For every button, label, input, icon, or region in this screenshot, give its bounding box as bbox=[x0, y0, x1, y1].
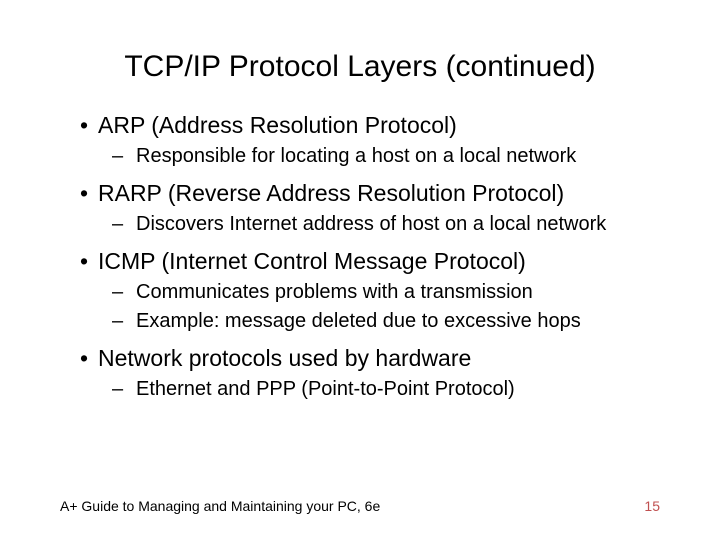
bullet-dot-icon: • bbox=[70, 180, 98, 207]
bullet-level2: – Discovers Internet address of host on … bbox=[112, 213, 660, 236]
sub-bullet-text: Communicates problems with a transmissio… bbox=[136, 281, 533, 304]
dash-icon: – bbox=[112, 310, 136, 333]
page-number: 15 bbox=[644, 498, 660, 514]
bullet-level2: – Ethernet and PPP (Point-to-Point Proto… bbox=[112, 378, 660, 401]
bullet-level1: • ARP (Address Resolution Protocol) bbox=[70, 112, 660, 139]
bullet-level2: – Example: message deleted due to excess… bbox=[112, 310, 660, 333]
bullet-group: • ARP (Address Resolution Protocol) – Re… bbox=[70, 112, 660, 168]
footer-text: A+ Guide to Managing and Maintaining you… bbox=[60, 498, 380, 514]
content-area: • ARP (Address Resolution Protocol) – Re… bbox=[60, 112, 660, 401]
bullet-text: Network protocols used by hardware bbox=[98, 345, 471, 372]
slide: TCP/IP Protocol Layers (continued) • ARP… bbox=[0, 0, 720, 540]
bullet-dot-icon: • bbox=[70, 112, 98, 139]
sub-bullet-text: Ethernet and PPP (Point-to-Point Protoco… bbox=[136, 378, 515, 401]
footer: A+ Guide to Managing and Maintaining you… bbox=[60, 498, 660, 514]
bullet-group: • ICMP (Internet Control Message Protoco… bbox=[70, 248, 660, 333]
dash-icon: – bbox=[112, 213, 136, 236]
bullet-dot-icon: • bbox=[70, 248, 98, 275]
bullet-level1: • ICMP (Internet Control Message Protoco… bbox=[70, 248, 660, 275]
sub-bullet-text: Discovers Internet address of host on a … bbox=[136, 213, 606, 236]
bullet-level2: – Responsible for locating a host on a l… bbox=[112, 145, 660, 168]
bullet-group: • RARP (Reverse Address Resolution Proto… bbox=[70, 180, 660, 236]
dash-icon: – bbox=[112, 378, 136, 401]
bullet-level1: • Network protocols used by hardware bbox=[70, 345, 660, 372]
dash-icon: – bbox=[112, 145, 136, 168]
bullet-dot-icon: • bbox=[70, 345, 98, 372]
slide-title: TCP/IP Protocol Layers (continued) bbox=[60, 50, 660, 84]
bullet-text: ICMP (Internet Control Message Protocol) bbox=[98, 248, 526, 275]
sub-bullet-text: Responsible for locating a host on a loc… bbox=[136, 145, 576, 168]
bullet-level1: • RARP (Reverse Address Resolution Proto… bbox=[70, 180, 660, 207]
dash-icon: – bbox=[112, 281, 136, 304]
sub-bullet-text: Example: message deleted due to excessiv… bbox=[136, 310, 581, 333]
bullet-text: ARP (Address Resolution Protocol) bbox=[98, 112, 457, 139]
bullet-group: • Network protocols used by hardware – E… bbox=[70, 345, 660, 401]
bullet-level2: – Communicates problems with a transmiss… bbox=[112, 281, 660, 304]
bullet-text: RARP (Reverse Address Resolution Protoco… bbox=[98, 180, 564, 207]
